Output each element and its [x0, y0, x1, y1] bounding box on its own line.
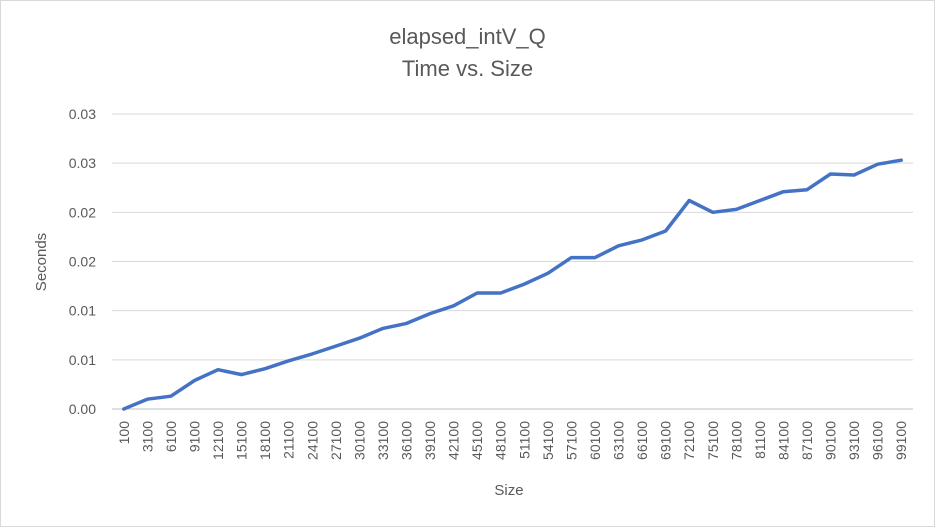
- x-tick-label: 36100: [398, 421, 414, 460]
- y-tick-label: 0.02: [69, 254, 96, 270]
- x-tick-label: 27100: [328, 421, 344, 460]
- x-tick-label: 93100: [846, 421, 862, 460]
- x-tick-label: 24100: [304, 421, 320, 460]
- x-tick-label: 42100: [446, 421, 462, 460]
- x-tick-label: 87100: [799, 421, 815, 460]
- y-axis-ticks: 0.00 0.01 0.01 0.02 0.02 0.03 0.03: [69, 106, 96, 417]
- x-tick-label: 33100: [375, 421, 391, 460]
- x-tick-label: 63100: [611, 421, 627, 460]
- x-tick-label: 72100: [681, 421, 697, 460]
- x-tick-label: 81100: [752, 421, 768, 459]
- x-tick-label: 90100: [823, 421, 839, 460]
- x-tick-label: 48100: [493, 421, 509, 460]
- x-axis-ticks: 100 3100 6100 9100 12100 15100 18100 21100 24100…: [116, 421, 909, 460]
- x-tick-label: 57100: [563, 421, 579, 460]
- y-axis-label: Seconds: [33, 233, 50, 291]
- x-tick-label: 78100: [728, 421, 744, 460]
- x-tick-label: 18100: [257, 421, 273, 460]
- gridlines: [112, 113, 913, 410]
- y-tick-label: 0.03: [69, 106, 96, 122]
- x-tick-label: 66100: [634, 421, 650, 460]
- x-tick-label: 9100: [186, 421, 202, 452]
- y-tick-label: 0.01: [69, 352, 96, 368]
- x-tick-label: 84100: [775, 421, 791, 460]
- x-tick-label: 51100: [516, 421, 532, 459]
- chart-subtitle: Time vs. Size: [401, 56, 534, 81]
- x-tick-label: 54100: [540, 421, 556, 460]
- x-tick-label: 30100: [351, 421, 367, 460]
- series-layer: [122, 158, 903, 411]
- x-tick-label: 75100: [705, 421, 721, 460]
- x-axis-label: Size: [494, 482, 523, 499]
- y-tick-label: 0.01: [69, 303, 96, 319]
- x-tick-label: 45100: [469, 421, 485, 460]
- x-tick-label: 60100: [587, 421, 603, 460]
- x-tick-label: 39100: [422, 421, 438, 460]
- series-line: [122, 158, 903, 411]
- x-tick-label: 100: [116, 421, 132, 445]
- y-tick-label: 0.02: [69, 204, 96, 220]
- x-tick-label: 69100: [658, 421, 674, 460]
- x-tick-label: 6100: [163, 421, 179, 452]
- y-tick-label: 0.03: [69, 155, 96, 171]
- x-tick-label: 96100: [870, 421, 886, 460]
- x-tick-label: 3100: [139, 421, 155, 452]
- chart-title: elapsed_intV_Q: [389, 24, 546, 49]
- x-tick-label: 21100: [281, 421, 297, 459]
- x-tick-label: 12100: [210, 421, 226, 460]
- x-tick-label: 99100: [893, 421, 909, 460]
- y-tick-label: 0.00: [69, 401, 96, 417]
- x-tick-label: 15100: [234, 421, 250, 460]
